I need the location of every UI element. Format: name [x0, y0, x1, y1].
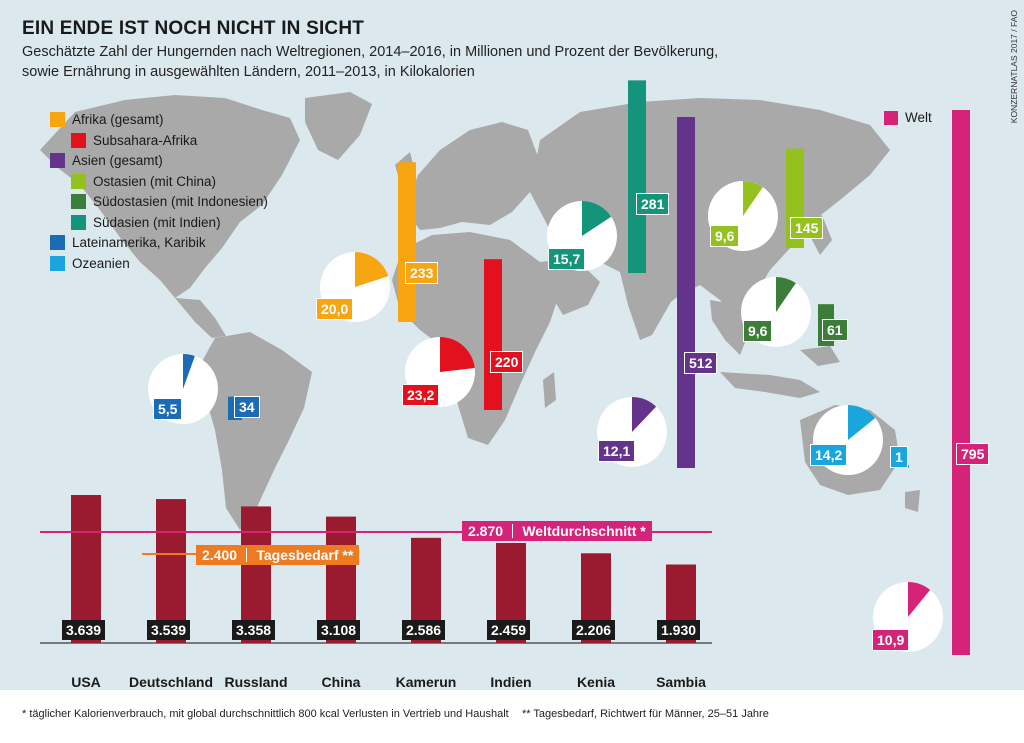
region-bar-value: 220 [490, 351, 524, 373]
legend-label: Welt [905, 110, 932, 125]
region-bar-value: 145 [790, 217, 824, 239]
calorie-bar [71, 495, 101, 643]
legend-label: Asien (gesamt) [72, 153, 163, 168]
footer [0, 690, 1024, 743]
region-bar-value: 512 [684, 352, 718, 374]
pie-slice [632, 397, 657, 432]
legend-swatch [884, 111, 898, 125]
legend-swatch [71, 173, 86, 189]
pie-value: 9,6 [710, 225, 740, 247]
region-bar-value: 795 [956, 443, 990, 465]
subtitle-line-1: Geschätzte Zahl der Hungernden nach Welt… [22, 44, 719, 60]
calorie-value: 3.358 [232, 620, 276, 640]
region-bar-value: 34 [234, 396, 260, 418]
legend-swatch [50, 235, 65, 250]
legend-swatch [50, 255, 65, 271]
calorie-bar [156, 499, 186, 643]
pie-value: 12,1 [598, 440, 636, 462]
pie-slice [848, 405, 876, 440]
region-bar-value: 1 [890, 446, 908, 468]
pie-value: 10,9 [872, 629, 910, 651]
subtitle-line-2: sowie Ernährung in ausgewählten Ländern,… [22, 64, 475, 80]
pie-value: 20,0 [316, 298, 354, 320]
calorie-value: 3.639 [62, 620, 106, 640]
region-bars [228, 80, 970, 655]
legend-swatch [71, 214, 86, 230]
pie-slice [582, 201, 612, 236]
region-bar-value: 233 [405, 262, 439, 284]
legend-label: Afrika (gesamt) [72, 112, 164, 127]
calorie-value: 3.108 [317, 620, 361, 640]
pie-slice [908, 582, 931, 617]
region-bar [677, 117, 695, 468]
source-credit: KONZERNATLAS 2017 / FAO [1009, 10, 1019, 124]
pie-value: 14,2 [810, 444, 848, 466]
region-bar [952, 110, 970, 655]
country-label: China [321, 674, 361, 690]
country-label: USA [71, 674, 101, 690]
calorie-value: 2.459 [487, 620, 531, 640]
calorie-value: 2.206 [572, 620, 616, 640]
country-label: Russland [224, 674, 288, 690]
country-label: Indien [490, 674, 532, 690]
chart-title: EIN ENDE IST NOCH NICHT IN SICHT [22, 18, 365, 39]
footnote-1: * täglicher Kalorienverbrauch, mit globa… [22, 708, 509, 720]
region-bar [398, 162, 416, 322]
world-average-text: Weltdurchschnitt * [522, 523, 646, 539]
daily-need-value: 2.400 [202, 547, 238, 563]
pie-value: 5,5 [153, 398, 183, 420]
world-average-label: 2.870 Weltdurchschnitt * [462, 521, 652, 541]
legend-swatch [50, 112, 65, 127]
legend-swatch [71, 194, 86, 209]
legend-label: Subsahara-Afrika [93, 132, 198, 148]
country-label: Deutschland [128, 674, 213, 690]
calorie-value: 1.930 [657, 620, 701, 640]
pie-slice [776, 277, 796, 312]
world-map [40, 80, 970, 655]
daily-need-text: Tagesbedarf ** [256, 547, 354, 563]
legend-swatch [71, 132, 86, 148]
pie-slice [355, 252, 389, 287]
footnote-2: ** Tagesbedarf, Richtwert für Männer, 25… [522, 708, 769, 720]
region-bar-value: 281 [636, 193, 670, 215]
daily-need-label: 2.400 Tagesbedarf ** [196, 545, 360, 565]
legend-label: Lateinamerika, Karibik [72, 235, 206, 250]
legend-label: Südasien (mit Indien) [93, 214, 221, 230]
pie-slice [743, 181, 763, 216]
legend-label: Ostasien (mit China) [93, 173, 217, 189]
calorie-value: 3.539 [147, 620, 191, 640]
world-average-value: 2.870 [468, 523, 504, 539]
legend-swatch [50, 153, 65, 168]
region-bar-value: 61 [822, 319, 848, 341]
country-label: Kamerun [395, 674, 457, 690]
pie-slice [183, 354, 195, 389]
pie-value: 15,7 [548, 248, 586, 270]
region-bar [628, 80, 646, 273]
country-label: Kenia [576, 674, 616, 690]
legend-label: Ozeanien [72, 255, 130, 271]
legend-label: Südostasien (mit Indonesien) [93, 194, 268, 209]
pie-value: 23,2 [402, 384, 440, 406]
pie-value: 9,6 [743, 320, 773, 342]
region-bar [484, 259, 502, 410]
calorie-value: 2.586 [402, 620, 446, 640]
pie-slice [440, 337, 475, 372]
country-label: Sambia [656, 674, 706, 690]
